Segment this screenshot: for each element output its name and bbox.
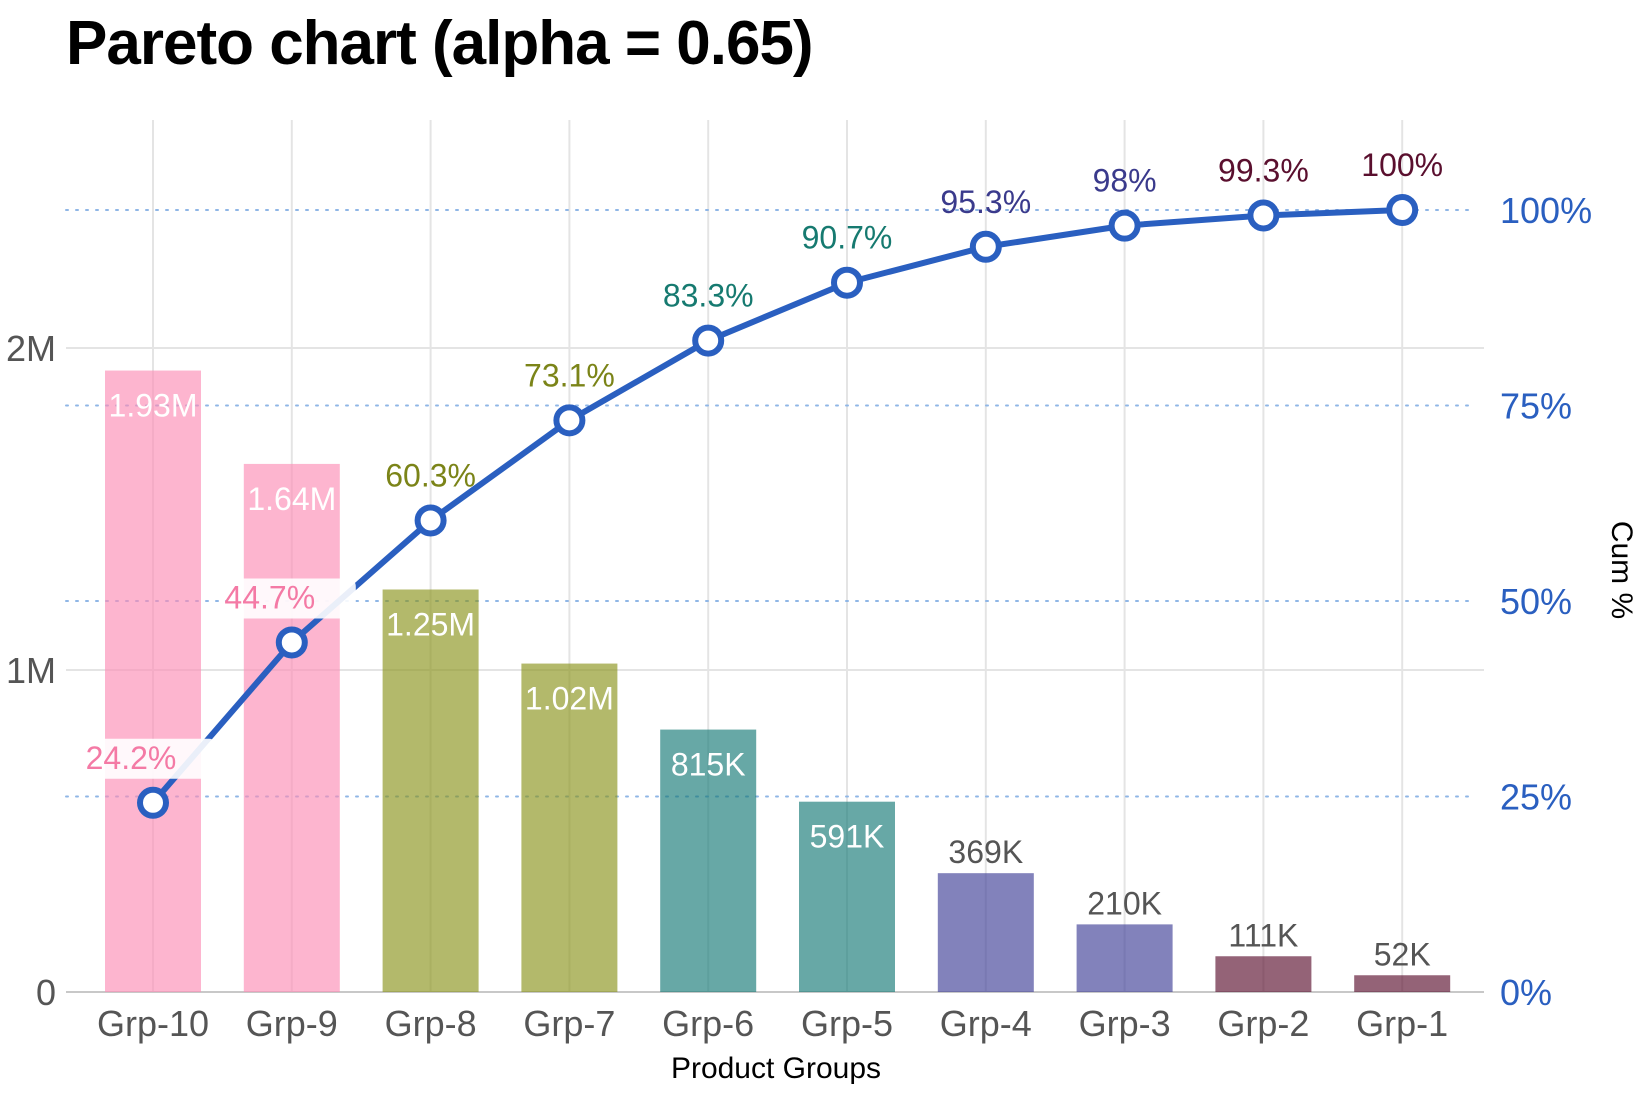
bar bbox=[1076, 924, 1173, 992]
x-tick-label: Grp-2 bbox=[1217, 1003, 1309, 1044]
y2-tick-label: 50% bbox=[1500, 581, 1572, 622]
cumulative-point bbox=[969, 230, 1002, 263]
cumulative-label: 60.3% bbox=[385, 457, 476, 493]
x-tick-label: Grp-10 bbox=[97, 1003, 209, 1044]
y-tick-label: 0 bbox=[36, 972, 56, 1013]
cumulative-labels-layer: 24.2% 44.7% 60.3% 73.1% 83.3% 90.7% 95.3% 98% 99… bbox=[86, 147, 1443, 779]
cumulative-label: 83.3% bbox=[663, 278, 754, 314]
bar-value-label: 1.02M bbox=[525, 681, 614, 717]
bar-value-label: 369K bbox=[948, 834, 1023, 870]
bars-layer bbox=[105, 370, 1451, 992]
x-tick-label: Grp-8 bbox=[385, 1003, 477, 1044]
cumulative-label-bg bbox=[227, 578, 356, 619]
cumulative-line bbox=[150, 207, 1403, 805]
x-tick-label: Grp-4 bbox=[940, 1003, 1032, 1044]
bar bbox=[382, 589, 479, 992]
cumulative-label: 98% bbox=[1093, 163, 1157, 199]
axes-layer: 0 1M 2M 0% 25% 50% 75% 100% Grp-10 Grp-9 Grp-8 Grp-… bbox=[6, 190, 1592, 1044]
cumulative-label: 44.7% bbox=[224, 579, 315, 615]
cumulative-point bbox=[553, 404, 586, 437]
cumulative-label-bg bbox=[89, 738, 217, 779]
cumulative-point bbox=[1247, 199, 1280, 232]
bar-value-label: 815K bbox=[671, 747, 746, 783]
x-tick-label: Grp-6 bbox=[662, 1003, 754, 1044]
cumulative-point bbox=[414, 504, 447, 537]
bar bbox=[937, 873, 1034, 992]
cumulative-line-layer bbox=[137, 194, 1419, 819]
bar-labels-layer: 1.93M 1.64M 1.25M 1.02M 815K 591K 369K 210K 111K… bbox=[109, 388, 1431, 973]
bar bbox=[660, 729, 757, 992]
bar-value-label: 591K bbox=[810, 819, 885, 855]
cumulative-label: 99.3% bbox=[1218, 152, 1309, 188]
bar bbox=[243, 463, 340, 992]
chart-title: Pareto chart (alpha = 0.65) bbox=[66, 9, 814, 78]
x-tick-label: Grp-5 bbox=[801, 1003, 893, 1044]
cumulative-point bbox=[137, 786, 169, 819]
y2-tick-label: 100% bbox=[1500, 190, 1592, 231]
cumulative-label: 90.7% bbox=[802, 220, 893, 256]
x-tick-label: Grp-9 bbox=[246, 1003, 338, 1044]
x-tick-label: Grp-3 bbox=[1079, 1003, 1171, 1044]
y2-axis-title: Cum % bbox=[1605, 521, 1638, 619]
bar-value-label: 1.93M bbox=[109, 388, 198, 424]
bar-value-label: 1.25M bbox=[386, 607, 475, 643]
cumulative-point bbox=[692, 324, 725, 357]
bar-value-label: 52K bbox=[1374, 936, 1431, 972]
x-tick-label: Grp-7 bbox=[523, 1003, 615, 1044]
bar-value-label: 210K bbox=[1087, 885, 1162, 921]
y2-tick-label: 75% bbox=[1500, 386, 1572, 427]
bar-value-label: 111K bbox=[1228, 917, 1298, 953]
cumulative-label: 24.2% bbox=[86, 740, 177, 776]
bar bbox=[521, 663, 618, 992]
cumulative-point bbox=[831, 266, 863, 299]
cumulative-point bbox=[1108, 209, 1141, 242]
bar bbox=[1215, 956, 1312, 992]
y2-tick-label: 0% bbox=[1500, 972, 1552, 1013]
bar-value-label: 1.64M bbox=[247, 481, 336, 517]
cumulative-label: 95.3% bbox=[940, 184, 1031, 220]
x-axis-title: Product Groups bbox=[671, 1052, 881, 1085]
cumulative-point bbox=[275, 626, 308, 659]
bar bbox=[799, 801, 895, 992]
y-tick-label: 1M bbox=[6, 650, 56, 691]
y2-tick-label: 25% bbox=[1500, 777, 1572, 818]
cumulative-label: 100% bbox=[1361, 147, 1443, 183]
bar bbox=[105, 370, 201, 992]
x-tick-label: Grp-1 bbox=[1356, 1003, 1448, 1044]
y-tick-label: 2M bbox=[6, 328, 56, 369]
cumulative-point bbox=[1386, 194, 1419, 226]
bar bbox=[1354, 975, 1451, 992]
cumulative-label: 73.1% bbox=[524, 357, 615, 393]
